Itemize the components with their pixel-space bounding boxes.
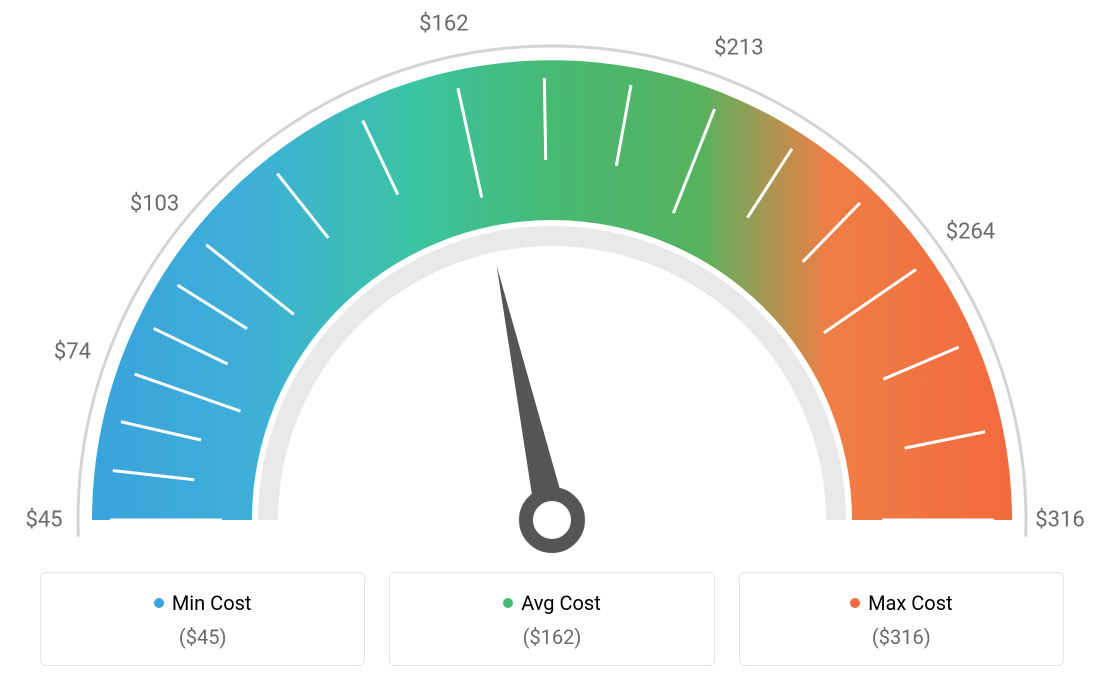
gauge-chart: $45 $74 $103 $162 $213 $264 $316 — [0, 0, 1104, 560]
legend-value-min: ($45) — [51, 625, 354, 649]
gauge-svg — [0, 0, 1104, 560]
legend-label: Min Cost — [172, 591, 252, 615]
legend-label: Max Cost — [868, 591, 953, 615]
legend-card-max: Max Cost ($316) — [739, 572, 1064, 666]
gauge-tick-label: $316 — [1035, 508, 1084, 533]
legend-label: Avg Cost — [521, 591, 601, 615]
gauge-tick-label: $162 — [419, 11, 468, 36]
legend-title-max: Max Cost — [850, 591, 953, 615]
gauge-tick-label: $74 — [54, 340, 91, 365]
gauge-tick-label: $264 — [946, 219, 995, 244]
legend-row: Min Cost ($45) Avg Cost ($162) Max Cost … — [40, 572, 1064, 666]
dot-icon — [850, 598, 860, 608]
legend-card-min: Min Cost ($45) — [40, 572, 365, 666]
gauge-tick-label: $103 — [130, 191, 179, 216]
gauge-tick-label: $213 — [714, 35, 763, 60]
legend-title-min: Min Cost — [154, 591, 252, 615]
gauge-tick-label: $45 — [25, 508, 62, 533]
legend-value-max: ($316) — [750, 625, 1053, 649]
legend-card-avg: Avg Cost ($162) — [389, 572, 714, 666]
dot-icon — [154, 598, 164, 608]
dot-icon — [503, 598, 513, 608]
legend-value-avg: ($162) — [400, 625, 703, 649]
legend-title-avg: Avg Cost — [503, 591, 601, 615]
